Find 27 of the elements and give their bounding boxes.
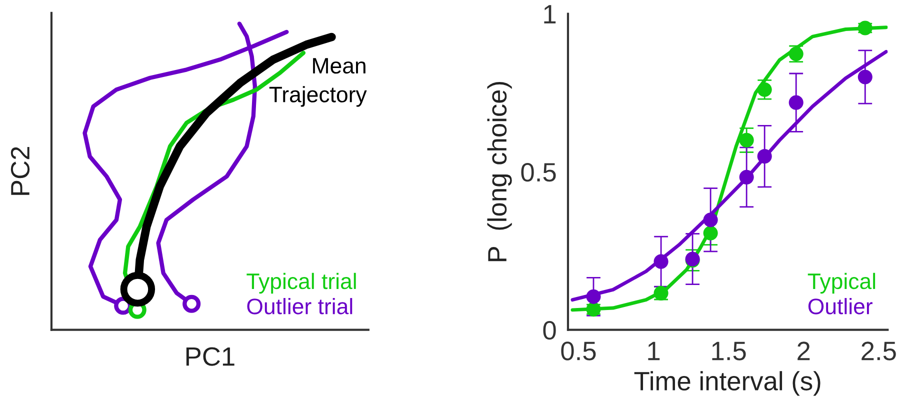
- text: Typical: [808, 272, 876, 294]
- point: [739, 170, 754, 184]
- x-axis-title: Time interval (s): [634, 371, 820, 396]
- text: PC1: [186, 347, 234, 366]
- legend-label: Outlier trial: [247, 298, 352, 314]
- x-tick-label: 1.5: [712, 342, 746, 360]
- point: [586, 289, 601, 304]
- point: [739, 132, 754, 148]
- point: [788, 95, 804, 110]
- x-tick-label: 1: [648, 342, 660, 360]
- y-axis-title: P (long choice): [487, 82, 512, 262]
- y-tick-label: 0: [543, 320, 556, 340]
- legend-label: Typical trial: [246, 272, 356, 294]
- point: [703, 226, 718, 240]
- x-tick-label: 2.5: [862, 342, 896, 360]
- text: Outlier: [808, 298, 872, 314]
- text: PC2: [10, 147, 30, 195]
- point: [757, 149, 772, 164]
- text: Mean Trajectory: [269, 58, 367, 107]
- x-tick-label: 0.5: [561, 342, 596, 360]
- y-tick-label: 0.5: [521, 162, 556, 182]
- point: [858, 70, 872, 84]
- point: [703, 212, 718, 228]
- x-tick-label: 2: [798, 342, 810, 360]
- point: [757, 82, 772, 97]
- y-tick-label: 1: [544, 5, 556, 24]
- point: [654, 254, 668, 269]
